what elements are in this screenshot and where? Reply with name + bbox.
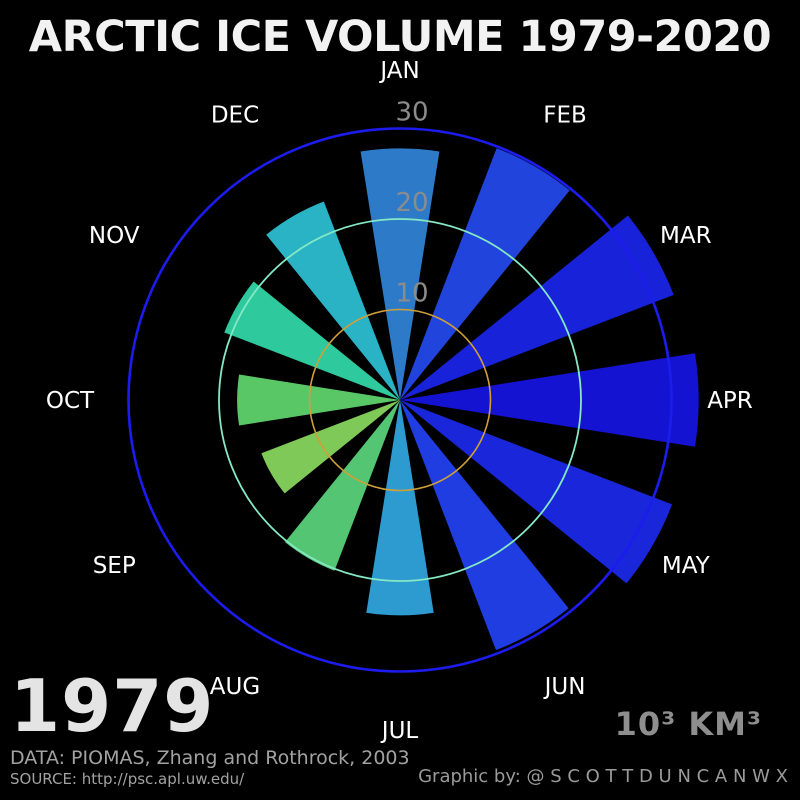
- month-label-feb: FEB: [543, 102, 587, 128]
- month-label-nov: NOV: [89, 223, 140, 249]
- wedge-apr: [400, 353, 699, 447]
- month-label-aug: AUG: [210, 674, 260, 700]
- wedge-dec: [266, 201, 400, 400]
- unit-label: 10³ KM³: [614, 705, 762, 743]
- wedge-aug: [285, 400, 400, 571]
- source-url: SOURCE: http://psc.apl.uw.edu/: [10, 770, 245, 788]
- month-label-jan: JAN: [378, 58, 419, 84]
- wedge-sep: [261, 400, 400, 494]
- wedge-jul: [366, 400, 434, 616]
- current-year-label: 1979: [10, 664, 215, 748]
- wedge-may: [400, 400, 673, 584]
- wedge-oct: [237, 374, 400, 426]
- wedge-jan: [360, 148, 440, 400]
- graphic-credit: Graphic by: @ S C O T T D U N C A N W X: [418, 766, 788, 787]
- month-label-dec: DEC: [211, 102, 259, 128]
- grid-ring-30: [127, 127, 673, 673]
- tick-label-20: 20: [395, 188, 428, 218]
- tick-label-30: 30: [395, 98, 428, 128]
- month-label-may: MAY: [662, 553, 711, 579]
- month-label-mar: MAR: [660, 223, 712, 249]
- month-label-jun: JUN: [543, 674, 586, 700]
- wedge-mar: [400, 215, 674, 400]
- month-label-oct: OCT: [46, 388, 95, 414]
- month-label-apr: APR: [707, 388, 753, 414]
- month-label-jul: JUL: [380, 718, 419, 744]
- grid-ring-20: [218, 218, 582, 582]
- data-attribution: DATA: PIOMAS, Zhang and Rothrock, 2003: [10, 747, 410, 769]
- wedge-feb: [400, 148, 570, 400]
- month-label-sep: SEP: [93, 553, 136, 579]
- grid-ring-10: [308, 308, 492, 492]
- page-title: ARCTIC ICE VOLUME 1979-2020: [28, 12, 772, 62]
- tick-label-10: 10: [395, 279, 428, 309]
- wedge-nov: [224, 281, 400, 400]
- wedge-jun: [400, 400, 569, 651]
